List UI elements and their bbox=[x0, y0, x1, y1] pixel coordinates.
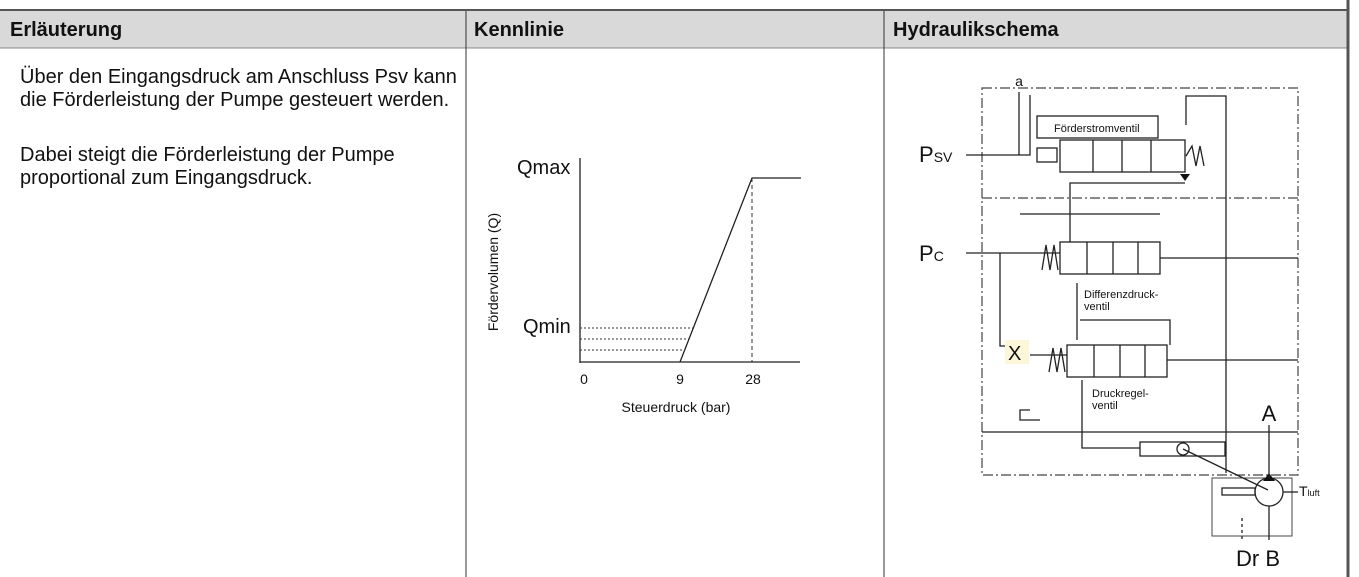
qmax-label: Qmax bbox=[517, 157, 570, 179]
pivot bbox=[1176, 442, 1190, 456]
actuator bbox=[1036, 147, 1058, 163]
valve bbox=[1066, 344, 1168, 378]
x-label: 0 bbox=[580, 371, 588, 387]
port-label: PC bbox=[919, 241, 944, 266]
arrow bbox=[1180, 174, 1190, 181]
schema: a Förderstromventil PSV PC Differenzdruc… bbox=[919, 73, 1320, 571]
port-main: T bbox=[1299, 483, 1308, 499]
header-cell: Hydraulikschema bbox=[893, 19, 1059, 41]
port-label: Dr B bbox=[1236, 546, 1280, 571]
line bbox=[1069, 182, 1185, 242]
port-main: P bbox=[919, 241, 934, 266]
paragraph: Dabei steigt die Förderleistung der Pump… bbox=[20, 144, 395, 189]
spring bbox=[1048, 347, 1066, 373]
port-sub: SV bbox=[934, 149, 953, 165]
x-label: 28 bbox=[745, 371, 761, 387]
shaft bbox=[1221, 487, 1256, 496]
x-axis-label: Steuerdruck (bar) bbox=[622, 399, 731, 415]
valve-label: Differenzdruck- bbox=[1084, 289, 1159, 301]
highlight bbox=[1005, 340, 1029, 364]
line bbox=[1081, 380, 1140, 449]
port-label: X bbox=[1008, 343, 1021, 365]
port-label: a bbox=[1015, 73, 1023, 89]
valve-label: ventil bbox=[1092, 400, 1118, 412]
valve bbox=[1059, 241, 1161, 275]
line bbox=[1185, 95, 1227, 473]
kennlinie: Qmax Qmin Fördervolumen (Q) 0 9 28 Steue… bbox=[485, 157, 801, 415]
port-sub: luft bbox=[1308, 488, 1321, 498]
valve-label: ventil bbox=[1084, 301, 1110, 313]
line bbox=[1080, 319, 1171, 345]
header-cell: Kennlinie bbox=[474, 19, 565, 41]
frame bbox=[981, 87, 1299, 476]
frame bbox=[1211, 477, 1293, 537]
port-main: P bbox=[919, 142, 934, 167]
spring bbox=[1185, 144, 1205, 167]
port-label: PSV bbox=[919, 142, 953, 167]
y-axis-label: Fördervolumen (Q) bbox=[485, 213, 501, 331]
port-label: Tluft bbox=[1299, 483, 1320, 499]
x-label: 9 bbox=[676, 371, 684, 387]
header-bg bbox=[0, 11, 1347, 48]
line bbox=[1182, 448, 1269, 491]
paragraph: Über den Eingangsdruck am Anschluss Psv … bbox=[20, 66, 457, 111]
curve bbox=[679, 177, 801, 363]
header-cell: Erläuterung bbox=[10, 19, 123, 41]
pump bbox=[1254, 477, 1284, 507]
port-label: A bbox=[1262, 401, 1277, 426]
qmin-label: Qmin bbox=[523, 316, 571, 338]
line bbox=[1019, 409, 1040, 421]
line bbox=[999, 253, 1010, 347]
valve-label: Förderstromventil bbox=[1054, 123, 1140, 135]
port-sub: C bbox=[934, 248, 944, 264]
valve-box bbox=[1036, 115, 1159, 139]
valve-label: Druckregel- bbox=[1092, 388, 1149, 400]
cylinder bbox=[1139, 441, 1226, 457]
line bbox=[966, 95, 1031, 156]
spring bbox=[1041, 244, 1059, 271]
